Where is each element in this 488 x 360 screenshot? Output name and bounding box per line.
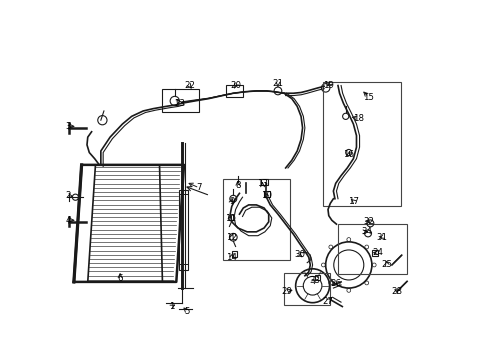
- Bar: [314, 275, 320, 280]
- Text: 13: 13: [257, 179, 267, 188]
- Text: 25: 25: [381, 261, 392, 269]
- Text: 15: 15: [363, 93, 373, 102]
- Bar: [162, 89, 199, 112]
- Bar: [261, 179, 267, 185]
- Text: 16: 16: [343, 150, 354, 159]
- Text: 31: 31: [376, 233, 386, 242]
- Text: 23: 23: [174, 99, 184, 108]
- Text: 10: 10: [261, 191, 271, 200]
- Text: 26: 26: [329, 279, 341, 288]
- Text: 24: 24: [372, 248, 383, 257]
- Bar: [222, 180, 290, 260]
- Text: 14: 14: [226, 253, 237, 262]
- Bar: [264, 191, 270, 197]
- Text: 28: 28: [391, 287, 402, 296]
- Text: 22: 22: [183, 81, 195, 90]
- Text: 4: 4: [65, 216, 71, 225]
- Text: 6: 6: [117, 274, 122, 283]
- Text: 7: 7: [196, 184, 202, 193]
- Text: 18: 18: [352, 114, 364, 123]
- Text: 21: 21: [272, 79, 283, 88]
- Text: 3: 3: [65, 122, 71, 131]
- Text: 19: 19: [322, 81, 333, 90]
- Text: 12: 12: [226, 233, 237, 242]
- Text: 29: 29: [281, 287, 292, 296]
- Text: 9: 9: [228, 197, 234, 206]
- Bar: [178, 189, 187, 270]
- Bar: [371, 249, 377, 256]
- Text: 20: 20: [230, 81, 241, 90]
- Bar: [284, 273, 329, 305]
- Text: 5: 5: [184, 307, 189, 316]
- Text: 27: 27: [322, 297, 333, 306]
- Bar: [225, 85, 242, 97]
- Text: 1: 1: [168, 302, 174, 311]
- Bar: [322, 82, 400, 206]
- Text: 33: 33: [309, 276, 320, 285]
- Text: 30: 30: [293, 251, 305, 260]
- Text: 17: 17: [347, 197, 358, 206]
- Text: 34: 34: [360, 228, 371, 237]
- Bar: [337, 224, 407, 274]
- Text: 8: 8: [235, 181, 240, 190]
- Text: 32: 32: [363, 217, 373, 226]
- Bar: [231, 251, 237, 257]
- Text: 2: 2: [65, 191, 71, 200]
- Text: 11: 11: [224, 214, 235, 223]
